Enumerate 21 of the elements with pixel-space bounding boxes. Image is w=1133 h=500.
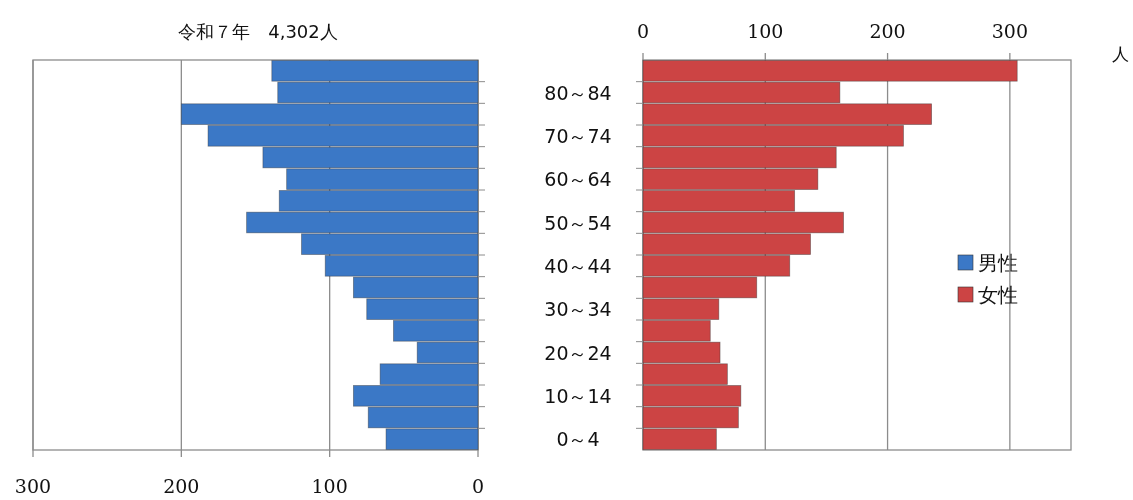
x-tick-label: 300 [14,475,52,497]
x-tick-label: 200 [869,20,906,42]
x-axis-title: 人 [1111,44,1129,64]
x-tick-label: 200 [163,475,200,497]
y-tick-label: 10～14 [544,384,612,407]
legend-label: 女性 [978,283,1018,307]
x-tick-label: 300 [991,20,1028,42]
y-tick-label: 80～84 [544,81,612,104]
y-tick-label: 50～54 [544,211,612,234]
y-tick-label: 0～4 [556,428,600,451]
legend-label: 男性 [978,251,1018,275]
chart-title: 令和７年 4,302人 [178,21,338,42]
x-tick-label: 0 [471,475,485,497]
y-tick-label: 60～64 [544,168,612,191]
x-tick-label: 0 [636,20,650,42]
y-tick-label: 70～74 [544,124,612,147]
x-tick-label: 100 [311,475,348,497]
x-tick-label: 100 [747,20,784,42]
y-tick-label: 30～34 [544,298,612,321]
y-tick-label: 40～44 [544,254,612,277]
y-tick-label: 20～24 [544,341,612,364]
